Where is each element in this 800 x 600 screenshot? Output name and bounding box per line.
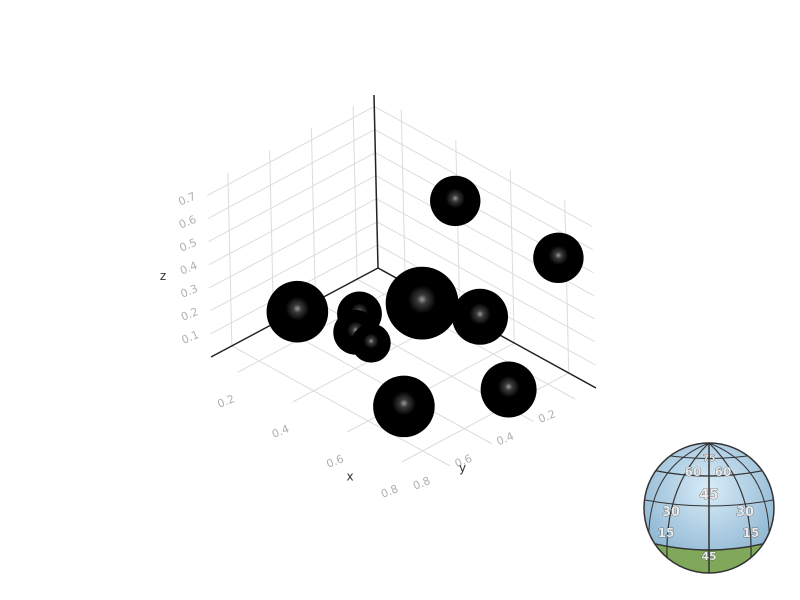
grid-line bbox=[228, 173, 232, 346]
z-tick-label: 0.7 bbox=[177, 190, 198, 209]
grid-line bbox=[353, 106, 357, 279]
z-tick-label: 0.2 bbox=[179, 305, 200, 324]
data-point bbox=[373, 376, 435, 438]
data-points bbox=[267, 176, 584, 437]
z-tick-label: 0.5 bbox=[178, 236, 199, 255]
y-tick-label: 0.8 bbox=[411, 474, 432, 493]
y-axis-label: y bbox=[459, 461, 466, 475]
axis-lines bbox=[211, 95, 596, 388]
z-tick-label: 0.6 bbox=[177, 213, 198, 232]
x-tick-label: 0.4 bbox=[270, 422, 291, 441]
gizmo-label: 75 bbox=[703, 454, 716, 464]
data-point bbox=[352, 323, 391, 362]
y-tick-label: 0.2 bbox=[536, 407, 557, 426]
z-tick-label: 0.1 bbox=[180, 328, 201, 347]
orientation-gizmo[interactable]: 75 60 60 45 30 30 15 15 45 bbox=[640, 443, 778, 580]
gizmo-label: 30 bbox=[736, 505, 754, 520]
grid-line bbox=[565, 200, 569, 373]
grid-line bbox=[209, 176, 376, 265]
z-axis-line bbox=[374, 95, 378, 268]
gizmo-label: 60 bbox=[685, 465, 702, 479]
grid-line bbox=[209, 199, 376, 288]
data-point bbox=[533, 233, 583, 283]
gizmo-label: 60 bbox=[715, 465, 732, 479]
x-tick-label: 0.8 bbox=[379, 482, 400, 501]
gizmo-label: 45 bbox=[699, 487, 718, 503]
grid-line bbox=[311, 128, 315, 301]
data-point bbox=[481, 361, 537, 417]
data-point bbox=[386, 267, 459, 340]
x-axis-label: x bbox=[346, 470, 353, 484]
gizmo-label: 45 bbox=[701, 550, 716, 563]
gizmo-label: 15 bbox=[658, 526, 675, 540]
grid-line bbox=[510, 170, 514, 343]
gizmo-label: 15 bbox=[743, 526, 760, 540]
z-tick-label: 0.3 bbox=[179, 282, 200, 301]
grid-line bbox=[374, 107, 592, 227]
y-tick-label: 0.4 bbox=[495, 430, 516, 449]
gizmo-label: 30 bbox=[662, 505, 680, 520]
grid-line bbox=[207, 107, 374, 196]
grid-line bbox=[456, 140, 460, 313]
grid-line bbox=[208, 153, 375, 242]
z-tick-label: 0.4 bbox=[178, 259, 199, 278]
grid-line bbox=[208, 130, 375, 219]
grid-line bbox=[375, 130, 593, 250]
data-point bbox=[267, 281, 329, 343]
x-tick-label: 0.6 bbox=[325, 452, 346, 471]
data-point bbox=[430, 176, 480, 226]
data-point bbox=[452, 289, 508, 345]
x-tick-label: 0.2 bbox=[216, 392, 237, 411]
z-axis-label: z bbox=[160, 269, 166, 283]
grid-line bbox=[401, 110, 405, 283]
